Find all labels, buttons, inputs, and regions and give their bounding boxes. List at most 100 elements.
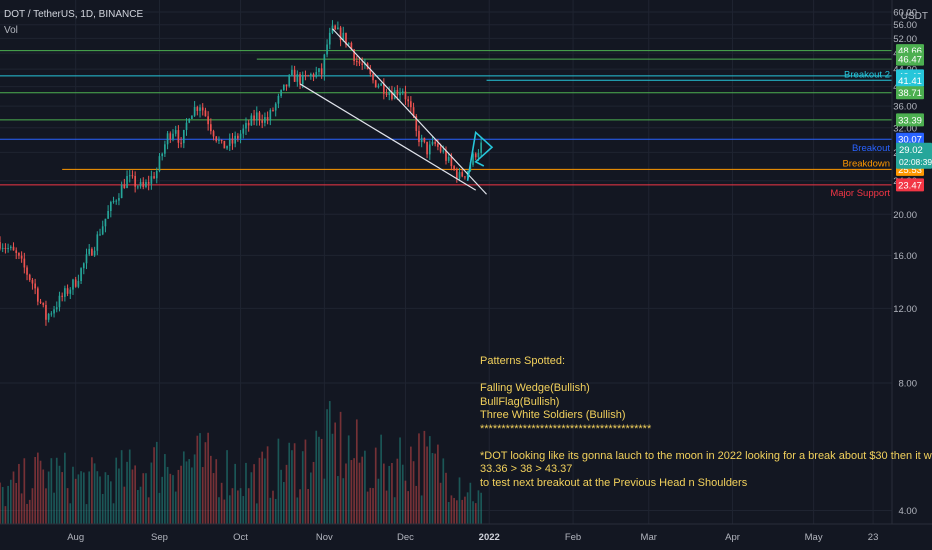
x-tick-label: May — [805, 532, 823, 543]
volume-bar — [466, 492, 469, 524]
volume-bar — [258, 457, 261, 524]
candle-body — [142, 181, 145, 187]
volume-bar — [458, 477, 461, 524]
volume-bar — [423, 430, 426, 524]
volume-bar — [326, 409, 328, 524]
volume-bar — [312, 461, 315, 524]
volume-bar — [196, 435, 199, 524]
volume-bar — [247, 488, 250, 524]
volume-bar — [226, 450, 228, 524]
volume-bar — [147, 497, 150, 524]
candle-body — [245, 122, 247, 129]
candle-body — [342, 32, 345, 41]
volume-bar — [77, 474, 80, 524]
candle-body — [347, 43, 350, 45]
volume-bar — [382, 463, 385, 524]
candle-body — [193, 107, 196, 116]
volume-bar — [293, 443, 296, 524]
level-price-tag: 46.47 — [898, 55, 922, 66]
volume-bar — [453, 497, 455, 524]
volume-bar — [410, 446, 412, 524]
volume-bar — [380, 434, 382, 524]
volume-bar — [334, 422, 337, 524]
candle-body — [320, 68, 323, 75]
candle-body — [434, 141, 437, 144]
volume-bar — [307, 489, 309, 524]
candle-body — [480, 142, 482, 153]
volume-bar — [480, 492, 482, 524]
candle-body — [428, 144, 431, 155]
candle-body — [328, 32, 331, 45]
candle-body — [301, 75, 304, 85]
candle-body — [401, 91, 404, 94]
candle-body — [242, 128, 245, 134]
volume-bar — [355, 419, 358, 524]
volume-bar — [328, 401, 331, 524]
volume-bar — [180, 465, 182, 524]
volume-bar — [91, 457, 93, 524]
candle-body — [285, 84, 288, 87]
candle-body — [310, 74, 312, 77]
volume-bar — [207, 432, 209, 524]
candle-body — [34, 283, 36, 289]
candle-body — [115, 200, 118, 202]
volume-indicator-label[interactable]: Vol — [4, 25, 18, 36]
volume-bar — [404, 480, 407, 524]
volume-bar — [310, 472, 312, 524]
candle-body — [145, 182, 147, 187]
candle-body — [445, 150, 447, 161]
volume-bar — [445, 472, 447, 524]
volume-bar — [55, 457, 58, 524]
candle-body — [207, 116, 209, 125]
wedge-trendline — [332, 28, 487, 195]
candle-body — [288, 75, 291, 87]
candle-body — [199, 107, 201, 111]
volume-bar — [15, 482, 18, 524]
candle-body — [358, 61, 361, 64]
x-tick-label: Aug — [67, 532, 84, 543]
candle-body — [264, 117, 266, 123]
candle-body — [312, 74, 315, 78]
candle-body — [404, 91, 407, 100]
volume-bar — [142, 473, 145, 524]
volume-bar — [350, 460, 353, 524]
volume-bar — [426, 446, 428, 524]
candle-body — [101, 226, 104, 235]
candle-body — [42, 302, 45, 305]
volume-bar — [304, 439, 307, 524]
candle-body — [37, 288, 39, 302]
candle-body — [26, 267, 28, 275]
y-tick-label: 8.00 — [899, 378, 918, 389]
volume-bar — [50, 458, 53, 524]
symbol-title[interactable]: DOT / TetherUS, 1D, BINANCE — [4, 9, 144, 20]
candle-body — [123, 184, 126, 188]
volume-bar — [401, 464, 404, 524]
level-price-tag-bg — [896, 73, 924, 87]
candle-body — [266, 117, 269, 121]
volume-bar — [277, 438, 280, 524]
volume-bar — [126, 461, 128, 524]
volume-bar — [358, 462, 361, 524]
volume-bar — [177, 469, 180, 524]
volume-bar — [282, 482, 285, 524]
candle-body — [355, 61, 358, 63]
volume-bar — [234, 463, 237, 524]
volume-bar — [112, 503, 115, 524]
candle-body — [296, 74, 299, 82]
volume-bar — [342, 478, 345, 524]
volume-bar — [377, 478, 380, 524]
volume-bar — [1, 487, 4, 524]
candle-body — [31, 279, 34, 284]
candle-body — [88, 248, 91, 255]
candle-body — [220, 139, 223, 141]
volume-bar — [134, 465, 136, 524]
volume-bar — [137, 490, 139, 524]
volume-bar — [174, 491, 177, 524]
candle-body — [1, 247, 4, 249]
candle-body — [234, 135, 237, 144]
volume-bar — [447, 502, 450, 524]
volume-bar — [442, 458, 445, 524]
candle-body — [318, 68, 320, 72]
volume-bar — [145, 473, 147, 524]
